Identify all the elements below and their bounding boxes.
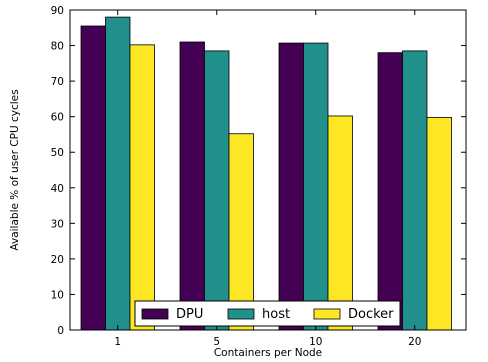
bar-dpu-1 <box>80 25 106 331</box>
legend-label-docker: Docker <box>348 307 394 322</box>
x-axis-title: Containers per Node <box>214 347 322 359</box>
x-tick-label: 1 <box>114 336 121 348</box>
y-tick-label: 20 <box>51 254 64 266</box>
bar-host-1 <box>105 16 131 331</box>
x-tick-label: 10 <box>309 336 322 348</box>
legend-swatch-host <box>227 308 255 320</box>
y-tick-label: 80 <box>51 41 64 53</box>
y-tick-label: 30 <box>51 218 64 230</box>
bars-layer <box>80 16 452 331</box>
ticks-layer: 0 10 20 30 40 50 60 70 80 90 1 5 10 20 <box>51 5 466 348</box>
legend: DPU host Docker <box>134 300 401 327</box>
bar-docker-20 <box>426 116 452 331</box>
legend-label-host: host <box>262 307 290 322</box>
bar-host-10 <box>303 42 329 331</box>
x-tick-label: 20 <box>408 336 421 348</box>
y-tick-label: 10 <box>51 289 64 301</box>
bar-docker-10 <box>327 115 353 331</box>
y-tick-label: 0 <box>57 325 64 337</box>
y-tick-label: 40 <box>51 183 64 195</box>
legend-label-dpu: DPU <box>176 307 203 322</box>
y-tick-label: 50 <box>51 147 64 159</box>
x-tick-label: 5 <box>213 336 220 348</box>
y-tick-label: 90 <box>51 5 64 17</box>
legend-box <box>134 300 401 327</box>
y-tick-label: 70 <box>51 76 64 88</box>
bar-dpu-10 <box>278 42 304 331</box>
bar-docker-1 <box>129 44 155 331</box>
y-tick-label: 60 <box>51 112 64 124</box>
legend-swatch-dpu <box>141 308 169 320</box>
bar-dpu-5 <box>179 41 205 331</box>
bar-docker-5 <box>228 133 254 331</box>
bar-host-5 <box>204 50 230 331</box>
bar-dpu-20 <box>377 52 403 331</box>
plot-frame <box>69 9 467 331</box>
legend-swatch-docker <box>313 308 341 320</box>
bar-host-20 <box>402 50 428 331</box>
y-axis-title: Available % of user CPU cycles <box>9 89 21 250</box>
